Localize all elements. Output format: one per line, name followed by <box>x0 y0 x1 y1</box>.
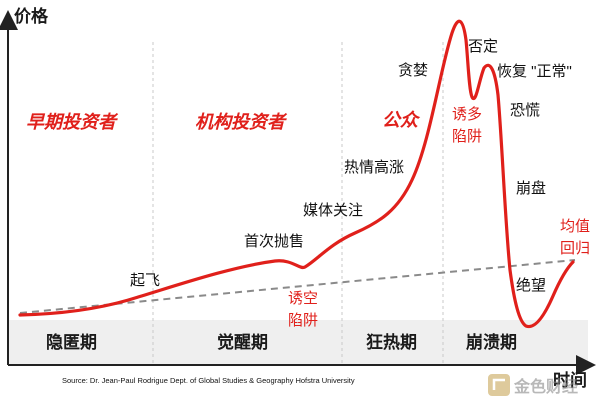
phase-mania: 狂热期 <box>366 332 417 352</box>
label-despair: 绝望 <box>516 277 546 294</box>
label-enthusiasm: 热情高涨 <box>344 159 404 176</box>
investor-group-early: 早期投资者 <box>26 112 119 132</box>
label-fear: 恐慌 <box>510 102 540 119</box>
label-greed: 贪婪 <box>398 62 428 79</box>
phase-blowoff: 崩溃期 <box>466 332 517 352</box>
phase-stealth: 隐匿期 <box>46 332 97 352</box>
y-axis-title: 价格 <box>14 6 49 26</box>
label-mean-reversion-line2: 回归 <box>560 240 590 257</box>
x-axis-title: 时间 <box>553 370 587 390</box>
label-mean-reversion-line1: 均值 <box>560 218 590 235</box>
label-bull-trap-line2: 陷阱 <box>452 128 482 145</box>
label-return-normal: 恢复 "正常" <box>497 62 572 80</box>
label-takeoff: 起飞 <box>130 272 160 289</box>
watermark-badge-icon <box>488 374 510 396</box>
label-denial: 否定 <box>468 38 498 55</box>
mean-trend-line <box>19 259 576 314</box>
price-curve <box>18 19 575 329</box>
label-media-attention: 媒体关注 <box>303 202 363 219</box>
source-note: Source: Dr. Jean-Paul Rodrigue Dept. of … <box>62 376 355 385</box>
watermark-logo: 金色财经 <box>488 374 578 396</box>
label-bear-trap-line2: 陷阱 <box>288 312 318 329</box>
label-bear-trap-line1: 诱空 <box>288 290 318 307</box>
label-capitulation: 崩盘 <box>516 179 546 197</box>
label-bull-trap-line1: 诱多 <box>452 106 482 123</box>
watermark-text: 金色财经 <box>513 377 578 396</box>
investor-group-public: 公众 <box>382 110 421 130</box>
investor-group-institutional: 机构投资者 <box>195 112 288 132</box>
phase-awareness: 觉醒期 <box>217 332 268 352</box>
phase-band <box>8 320 588 365</box>
watermark-mark <box>492 378 505 390</box>
label-first-selloff: 首次抛售 <box>244 233 304 250</box>
